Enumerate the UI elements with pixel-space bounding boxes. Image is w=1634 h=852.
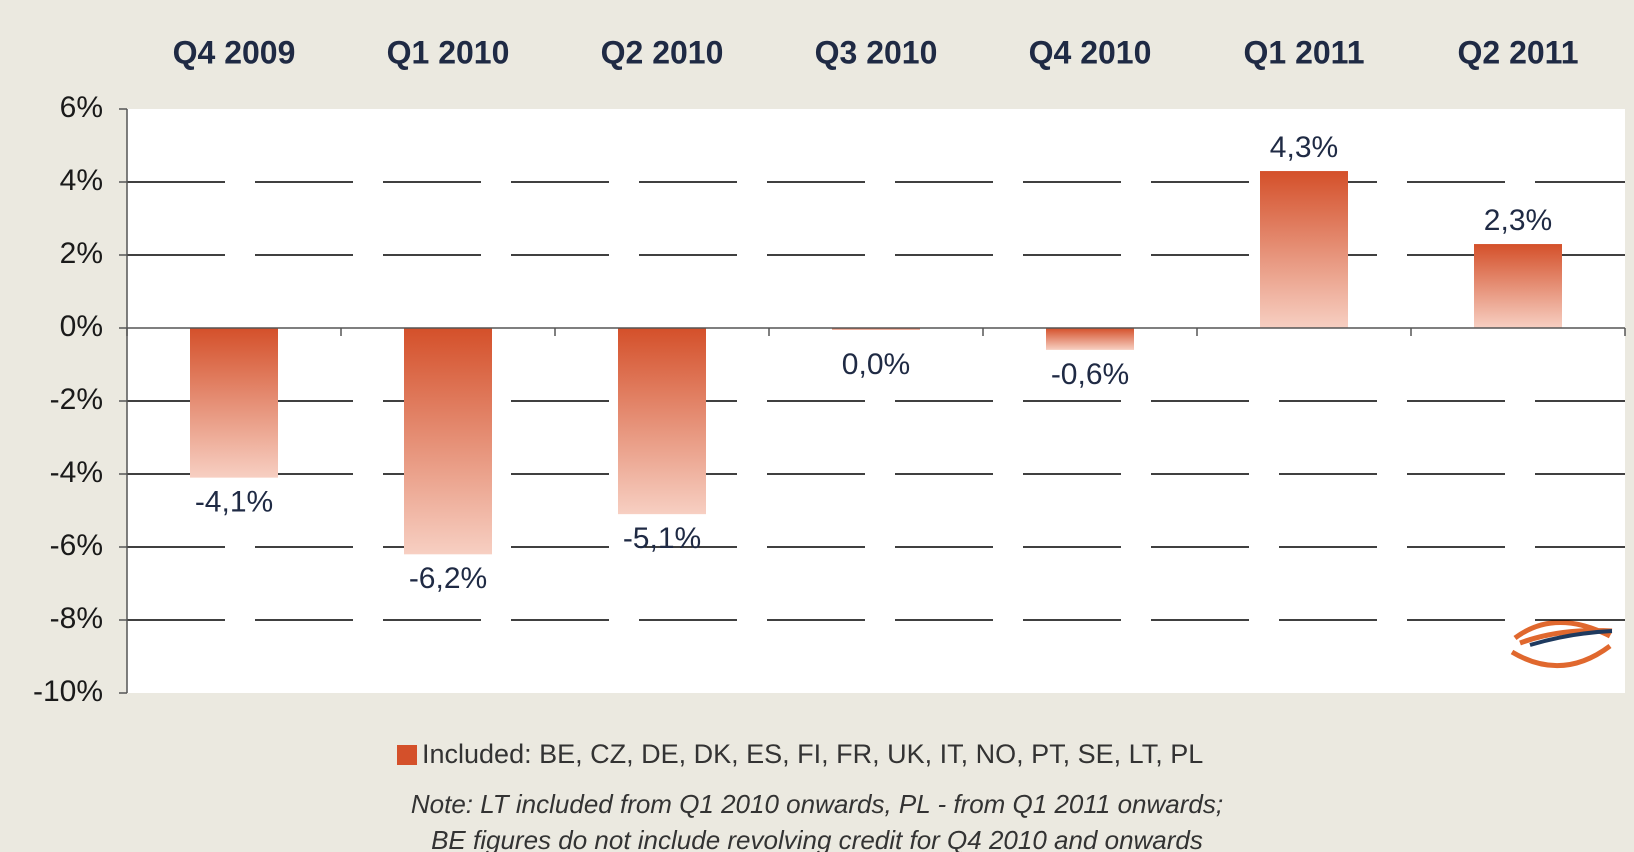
legend-swatch xyxy=(397,745,417,765)
y-tick-label: -2% xyxy=(50,383,103,416)
category-label: Q1 2010 xyxy=(387,34,510,70)
bar xyxy=(1046,328,1134,350)
logo-accent xyxy=(1529,629,1613,647)
note: BE figures do not include revolving cred… xyxy=(431,825,1203,852)
value-label: 4,3% xyxy=(1270,131,1338,164)
bar xyxy=(190,328,278,478)
category-label: Q2 2010 xyxy=(601,34,724,70)
legend-label: Included: BE, CZ, DE, DK, ES, FI, FR, UK… xyxy=(422,739,1203,769)
value-label: -0,6% xyxy=(1051,358,1129,391)
category-label: Q2 2011 xyxy=(1458,34,1579,70)
bar xyxy=(618,328,706,515)
bar xyxy=(832,328,920,330)
y-tick-label: 0% xyxy=(60,310,103,343)
value-label: -4,1% xyxy=(195,486,273,519)
value-label: 2,3% xyxy=(1484,204,1552,237)
y-tick-label: -6% xyxy=(50,529,103,562)
value-label: -5,1% xyxy=(623,522,701,555)
note: Note: LT included from Q1 2010 onwards, … xyxy=(411,789,1223,819)
bar xyxy=(404,328,492,555)
y-tick-label: 6% xyxy=(60,91,103,124)
y-tick-label: 4% xyxy=(60,164,103,197)
y-tick-label: -8% xyxy=(50,602,103,635)
y-tick-label: 2% xyxy=(60,237,103,270)
y-tick-label: -10% xyxy=(33,675,103,708)
category-label: Q4 2009 xyxy=(173,34,296,70)
category-label: Q3 2010 xyxy=(815,34,938,70)
bar xyxy=(1260,171,1348,328)
bar xyxy=(1474,244,1562,328)
category-label: Q1 2011 xyxy=(1244,34,1365,70)
y-tick-label: -4% xyxy=(50,456,103,489)
value-label: -6,2% xyxy=(409,562,487,595)
category-label: Q4 2010 xyxy=(1029,34,1152,70)
value-label: 0,0% xyxy=(842,348,910,381)
